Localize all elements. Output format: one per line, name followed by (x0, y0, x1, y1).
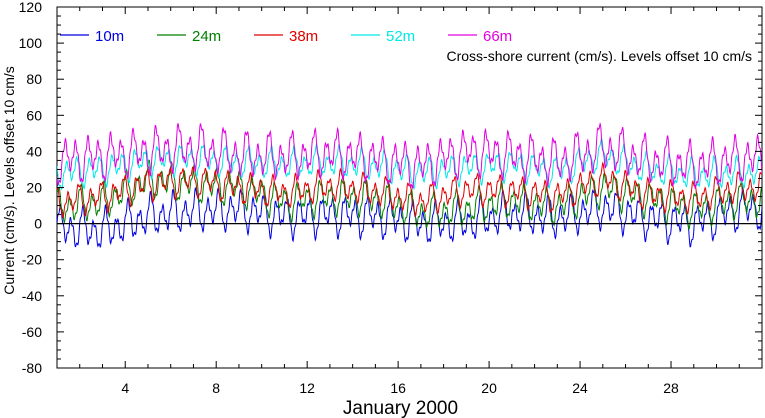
series-line-10m (57, 186, 762, 249)
y-tick-label: -60 (22, 324, 42, 340)
y-tick-label: 20 (26, 180, 42, 196)
y-tick-label: 40 (26, 143, 42, 159)
series-line-24m (57, 159, 762, 230)
series-line-38m (57, 161, 762, 219)
y-tick-label: 60 (26, 107, 42, 123)
x-tick-label: 4 (121, 380, 129, 396)
y-tick-label: -40 (22, 288, 42, 304)
y-tick-label: -80 (22, 360, 42, 376)
y-tick-label: 120 (19, 0, 43, 15)
legend-label-66m: 66m (483, 28, 512, 45)
x-tick-label: 16 (390, 380, 406, 396)
x-tick-label: 24 (572, 380, 588, 396)
series-layer (57, 122, 762, 249)
legend-label-10m: 10m (95, 28, 124, 45)
plot-area: -80 -60 -40 -20 0 20 40 60 80 100 120 4 8 12 16 20 24 28 (19, 0, 763, 396)
y-axis-label: Current (cm/s). Levels offset 10 cm/s (1, 66, 17, 294)
x-tick-label: 28 (663, 380, 679, 396)
legend: 10m 24m 38m 52m 66m (60, 28, 512, 45)
legend-label-24m: 24m (192, 28, 221, 45)
chart-annotation: Cross-shore current (cm/s). Levels offse… (447, 48, 753, 64)
y-tick-label: -20 (22, 252, 42, 268)
y-tick-label: 0 (34, 216, 42, 232)
x-tick-label: 8 (212, 380, 220, 396)
series-line-66m (57, 122, 762, 190)
x-tick-label: 20 (481, 380, 497, 396)
y-tick-label: 80 (26, 71, 42, 87)
x-axis-label: January 2000 (343, 398, 458, 418)
ticks-layer: -80 -60 -40 -20 0 20 40 60 80 100 120 4 8 12 16 20 24 28 (19, 0, 763, 396)
legend-label-38m: 38m (289, 28, 318, 45)
legend-label-52m: 52m (386, 28, 415, 45)
series-line-52m (57, 137, 762, 191)
x-tick-label: 12 (299, 380, 315, 396)
y-tick-label: 100 (19, 35, 43, 51)
